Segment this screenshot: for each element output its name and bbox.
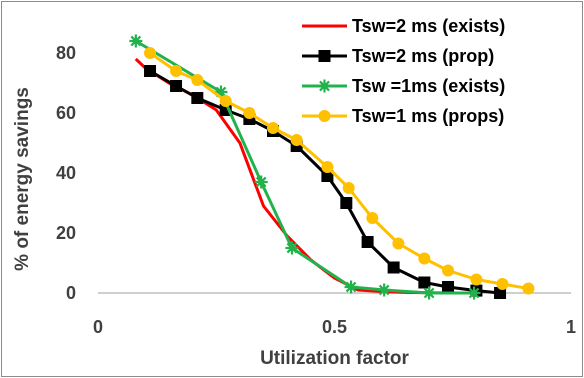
data-point [243, 107, 256, 119]
series-line [149, 51, 529, 290]
y-tick-label: 60 [56, 103, 76, 123]
y-tick-label: 20 [56, 223, 76, 243]
legend-item: Tsw=2 ms (exists) [302, 16, 505, 36]
legend-label: Tsw=2 ms (prop) [352, 46, 494, 66]
data-point [377, 283, 391, 297]
x-tick-label: 1 [566, 317, 576, 337]
data-point [340, 197, 353, 209]
legend-label: Tsw=1 ms (props) [352, 106, 504, 126]
data-point [267, 122, 280, 134]
data-point [318, 50, 331, 62]
data-point [129, 34, 143, 48]
x-tick-label: 0.5 [322, 317, 347, 337]
legend-item: Tsw =1ms (exists) [302, 76, 505, 96]
data-point [191, 74, 204, 86]
y-axis-label: % of energy savings [12, 87, 33, 271]
legend-item: Tsw=1 ms (props) [302, 106, 504, 126]
data-point [470, 273, 483, 286]
series-layer [129, 34, 535, 300]
series-1 [144, 65, 507, 299]
data-point [344, 280, 358, 294]
data-point [422, 286, 436, 300]
data-point [318, 110, 331, 122]
data-point [387, 261, 400, 274]
y-tick-label: 40 [56, 163, 76, 183]
data-point [361, 236, 374, 248]
series-2 [129, 34, 481, 300]
data-point [522, 282, 535, 295]
legend-item: Tsw=2 ms (prop) [302, 46, 494, 66]
data-point [392, 237, 405, 250]
data-point [144, 47, 157, 59]
data-point [496, 278, 509, 290]
data-point [214, 85, 228, 99]
x-axis-label: Utilization factor [260, 348, 409, 369]
data-point [191, 92, 204, 104]
data-point [342, 182, 355, 194]
legend-label: Tsw=2 ms (exists) [352, 16, 505, 36]
y-tick-label: 80 [56, 43, 76, 63]
data-point [290, 134, 303, 146]
data-point [467, 286, 481, 300]
data-point [318, 79, 331, 93]
data-point [219, 95, 232, 107]
data-point [170, 65, 183, 77]
series-line [135, 39, 474, 295]
legend: Tsw=2 ms (exists) Tsw=2 ms (prop) Tsw =1ms… [302, 16, 505, 126]
data-point [442, 281, 455, 293]
data-point [321, 161, 334, 173]
series-3 [144, 47, 535, 295]
data-point [442, 264, 455, 277]
data-point [170, 80, 183, 92]
data-point [418, 276, 431, 289]
y-tick-label: 0 [66, 283, 76, 303]
x-tick-label: 0 [93, 317, 103, 337]
data-point [254, 175, 268, 189]
data-point [366, 212, 379, 224]
data-point [418, 252, 431, 265]
data-point [285, 241, 299, 255]
data-point [144, 65, 157, 77]
legend-label: Tsw =1ms (exists) [352, 76, 505, 96]
